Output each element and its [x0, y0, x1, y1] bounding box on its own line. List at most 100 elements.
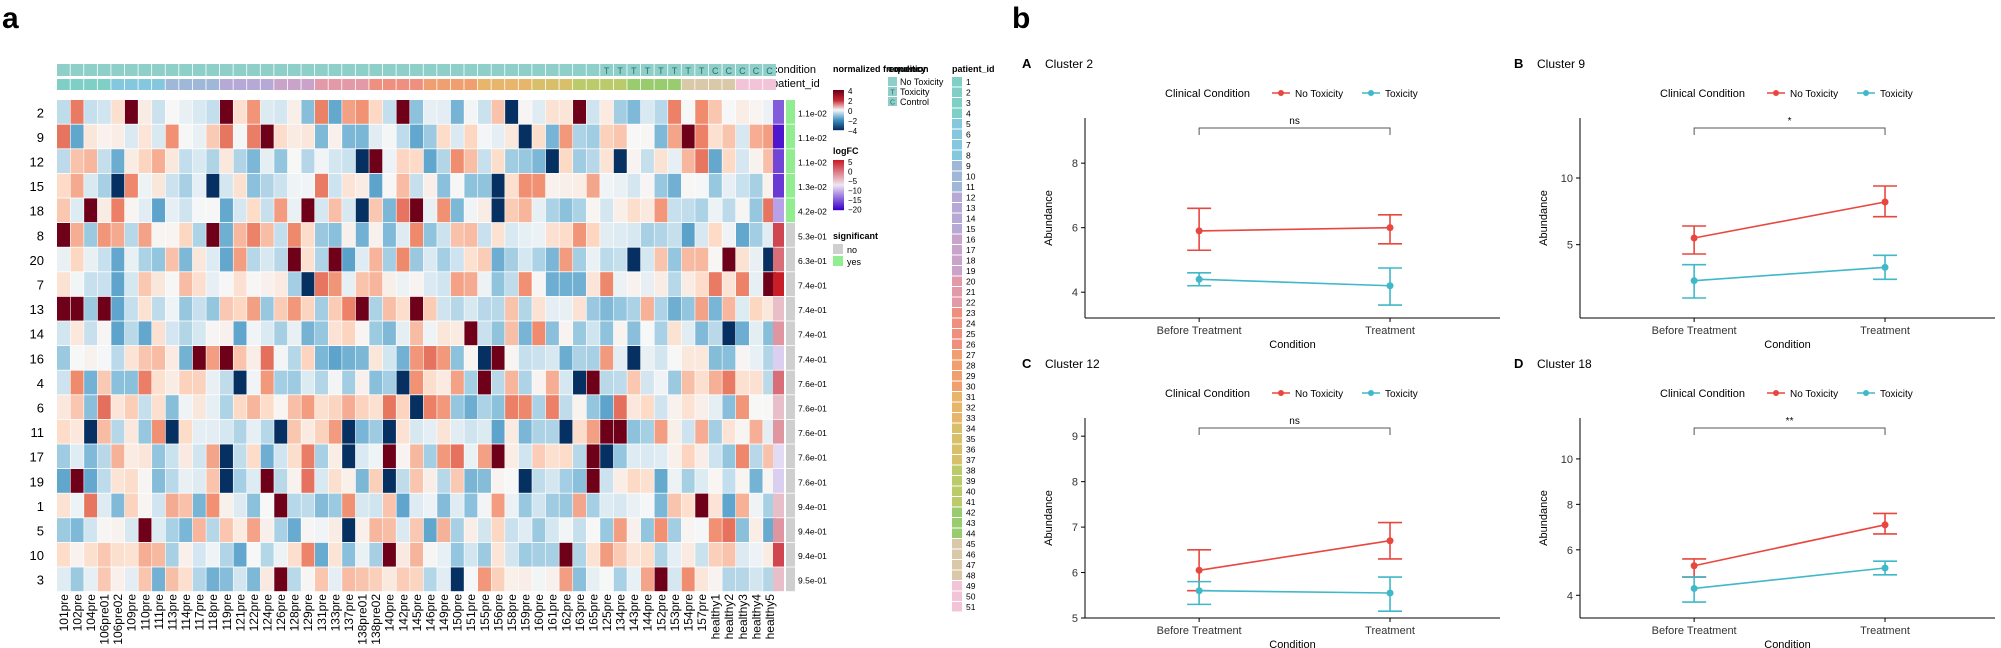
heatmap-cell	[369, 469, 383, 493]
heatmap-cell	[97, 247, 111, 272]
patient-id-swatch	[952, 98, 962, 108]
heatmap-cell	[518, 247, 532, 272]
heatmap-cell	[450, 198, 464, 223]
patient-id-cell	[437, 79, 451, 90]
significance-cell	[786, 149, 795, 173]
heatmap-cell	[464, 493, 478, 518]
heatmap-cell	[57, 247, 70, 272]
heatmap-cell	[396, 419, 410, 444]
heatmap-cell	[681, 223, 695, 247]
heatmap-cell	[274, 124, 288, 149]
heatmap-cell	[124, 542, 138, 567]
heatmap-cell	[57, 296, 70, 321]
heatmap-cell	[70, 149, 84, 173]
heatmap-cell	[708, 567, 722, 592]
heatmap-cell	[477, 198, 491, 223]
heatmap-cell	[477, 370, 491, 395]
patient-id-cell	[124, 79, 138, 90]
heatmap-cell	[369, 567, 383, 592]
frequency-gradient-slice	[833, 125, 844, 127]
heatmap-cell	[573, 518, 587, 542]
heatmap-cell	[301, 444, 315, 469]
frequency-tick: 2	[848, 97, 853, 106]
logfc-gradient-slice	[833, 175, 844, 177]
heatmap-cell	[84, 518, 98, 542]
heatmap-cell	[192, 444, 206, 469]
heatmap-cell	[382, 370, 396, 395]
row-label-11: 11	[31, 425, 45, 440]
frequency-tick: 0	[848, 107, 853, 116]
patient-id-swatch	[952, 150, 962, 160]
heatmap-cell	[722, 493, 736, 518]
heatmap-cell	[477, 296, 491, 321]
logfc-gradient-slice	[833, 167, 844, 169]
heatmap-cell	[586, 100, 600, 124]
column-label: healthy1	[709, 594, 723, 640]
logfc-gradient-slice	[833, 160, 844, 162]
heatmap-cell	[315, 419, 328, 444]
heatmap-cell	[437, 223, 451, 247]
heatmap-cell	[736, 124, 749, 149]
heatmap-cell	[179, 493, 193, 518]
condition-cell	[437, 64, 451, 76]
patient-id-cell	[57, 79, 70, 90]
frequency-gradient-slice	[833, 114, 844, 116]
heatmap-cell	[274, 346, 288, 370]
heatmap-cell	[600, 493, 614, 518]
heatmap-cell	[613, 100, 627, 124]
row-label-5: 5	[37, 524, 44, 539]
pvalue-label-15: 1.3e-02	[798, 182, 827, 192]
column-label: 165pre	[586, 594, 600, 632]
heatmap-cell	[328, 272, 342, 296]
heatmap-cell	[179, 173, 193, 198]
heatmap-cell	[491, 296, 505, 321]
data-point-toxicity	[1690, 277, 1698, 285]
heatmap-cell	[573, 567, 587, 592]
heatmap-cell	[708, 493, 722, 518]
heatmap-cell	[586, 518, 600, 542]
heatmap-cell	[450, 223, 464, 247]
heatmap-cell	[450, 321, 464, 346]
pvalue-label-2: 1.1e-02	[798, 108, 827, 118]
patient-id-cell	[505, 79, 518, 90]
heatmap-cell	[165, 346, 179, 370]
patient-id-cell	[84, 79, 97, 90]
column-label: 146pre	[423, 594, 437, 632]
heatmap-cell	[274, 518, 288, 542]
heatmap-cell	[138, 542, 152, 567]
frequency-gradient-slice	[833, 103, 844, 105]
heatmap-cell	[410, 173, 424, 198]
heatmap-cell	[369, 444, 383, 469]
heatmap-cell	[763, 419, 777, 444]
patient-id-cell	[464, 79, 478, 90]
column-label: 137pre	[342, 594, 356, 632]
heatmap-cell	[437, 149, 451, 173]
patient-id-legend-label: 25	[966, 329, 976, 339]
heatmap-cell	[260, 100, 274, 124]
heatmap-cell	[450, 444, 464, 469]
heatmap-cell	[668, 321, 682, 346]
heatmap-cell	[206, 518, 220, 542]
patient-id-legend-label: 49	[966, 581, 976, 591]
heatmap-cell	[722, 149, 736, 173]
significance-cell	[786, 518, 795, 542]
patient-id-swatch	[952, 591, 962, 601]
heatmap-cell	[518, 469, 532, 493]
heatmap-cell	[722, 469, 736, 493]
condition-legend-label: Toxicity	[900, 87, 930, 97]
patient-id-legend-label: 2	[966, 88, 971, 98]
x-axis-label: Condition	[1269, 639, 1315, 648]
patient-id-swatch	[952, 308, 962, 318]
heatmap-cell	[505, 223, 519, 247]
heatmap-cell	[152, 124, 166, 149]
heatmap-cell	[84, 149, 98, 173]
heatmap-cell	[437, 272, 451, 296]
heatmap-cell	[382, 272, 396, 296]
patient-id-legend-label: 7	[966, 140, 971, 150]
condition-swatch-code: T	[890, 90, 895, 97]
heatmap-cell	[708, 395, 722, 419]
significant-swatch-no	[833, 244, 843, 254]
heatmap-cell	[247, 444, 261, 469]
heatmap-cell	[491, 493, 505, 518]
patient-id-cell	[477, 79, 491, 90]
